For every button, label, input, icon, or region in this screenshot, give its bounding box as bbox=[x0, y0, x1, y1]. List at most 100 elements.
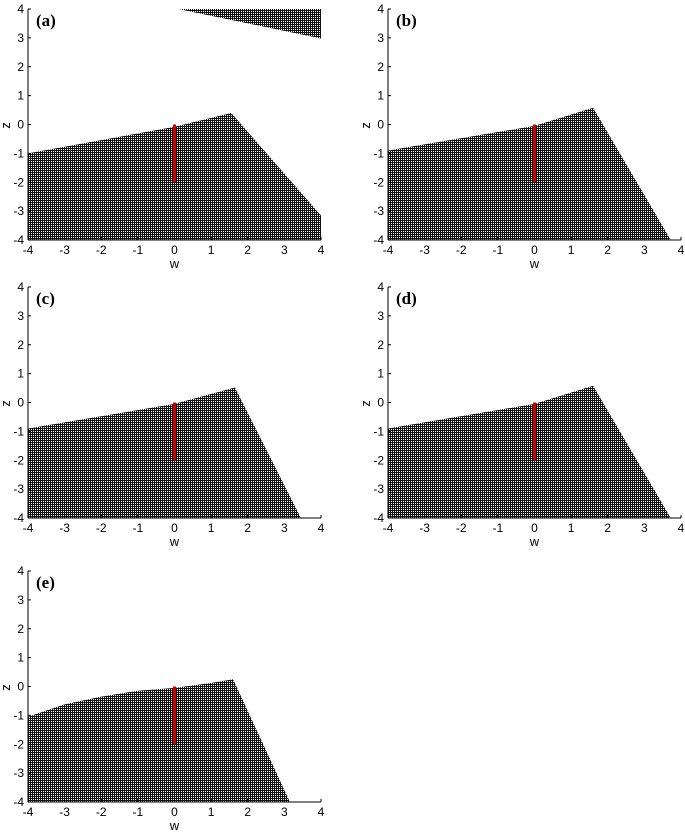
x-tick-label: 1 bbox=[568, 243, 575, 257]
y-tick-label: 2 bbox=[17, 622, 24, 636]
panel-label: (d) bbox=[396, 289, 417, 308]
x-tick-label: -1 bbox=[133, 243, 144, 257]
panel-1: -4 -3 -2 -1 0 1 2 3 4 -4 -3 -2 -1 0 1 2 3 4 w z (a) bbox=[0, 2, 325, 271]
x-tick-label: -4 bbox=[23, 521, 34, 535]
x-tick-label: 4 bbox=[318, 805, 325, 819]
y-tick-label: 4 bbox=[17, 280, 24, 294]
y-tick-label: -4 bbox=[13, 795, 24, 809]
x-tick-label: -1 bbox=[493, 521, 504, 535]
x-tick-label: 4 bbox=[318, 521, 325, 535]
y-tick-label: 3 bbox=[377, 309, 384, 323]
y-tick-label: 1 bbox=[17, 89, 24, 103]
y-tick-label: 1 bbox=[17, 651, 24, 665]
x-tick-label: -4 bbox=[23, 243, 34, 257]
panel-2: -4 -3 -2 -1 0 1 2 3 4 -4 -3 -2 -1 0 1 2 3 4 w z (b) bbox=[358, 2, 685, 271]
y-tick-label: -4 bbox=[13, 511, 24, 525]
panel-4: -4 -3 -2 -1 0 1 2 3 4 -4 -3 -2 -1 0 1 2 3 4 w z (d) bbox=[358, 280, 685, 549]
x-tick-label: -2 bbox=[456, 521, 467, 535]
x-tick-label: 1 bbox=[208, 805, 215, 819]
y-tick-label: 0 bbox=[377, 118, 384, 132]
y-tick-label: -1 bbox=[13, 708, 24, 722]
x-tick-label: 4 bbox=[318, 243, 325, 257]
x-tick-label: -2 bbox=[96, 805, 107, 819]
y-tick-label: -4 bbox=[373, 233, 384, 247]
y-tick-label: -1 bbox=[13, 146, 24, 160]
x-tick-label: 4 bbox=[678, 243, 685, 257]
x-tick-label: 0 bbox=[531, 521, 538, 535]
x-tick-label: 2 bbox=[244, 521, 251, 535]
x-tick-label: 4 bbox=[678, 521, 685, 535]
y-tick-label: 1 bbox=[377, 89, 384, 103]
x-tick-label: -2 bbox=[96, 521, 107, 535]
x-axis-label: w bbox=[169, 534, 180, 549]
y-tick-label: 4 bbox=[377, 280, 384, 294]
x-tick-label: -3 bbox=[59, 521, 70, 535]
y-tick-label: 3 bbox=[377, 31, 384, 45]
x-tick-label: -1 bbox=[133, 805, 144, 819]
x-tick-label: 1 bbox=[208, 521, 215, 535]
x-tick-label: 3 bbox=[281, 521, 288, 535]
x-tick-label: 0 bbox=[171, 243, 178, 257]
y-tick-label: 3 bbox=[17, 31, 24, 45]
x-tick-label: 3 bbox=[281, 243, 288, 257]
y-tick-label: -3 bbox=[13, 766, 24, 780]
feasible-region-1 bbox=[28, 387, 301, 518]
y-tick-label: 0 bbox=[17, 680, 24, 694]
y-tick-label: 0 bbox=[17, 118, 24, 132]
panel-label: (e) bbox=[36, 573, 55, 592]
x-tick-label: -1 bbox=[493, 243, 504, 257]
y-tick-label: -3 bbox=[373, 204, 384, 218]
y-axis-label: z bbox=[358, 122, 373, 129]
x-tick-label: 0 bbox=[171, 521, 178, 535]
x-tick-label: 1 bbox=[568, 521, 575, 535]
y-tick-label: 4 bbox=[17, 564, 24, 578]
x-tick-label: -3 bbox=[419, 521, 430, 535]
x-axis-label: w bbox=[529, 256, 540, 271]
x-axis-label: w bbox=[169, 256, 180, 271]
x-tick-label: -4 bbox=[23, 805, 34, 819]
y-tick-label: -2 bbox=[373, 175, 384, 189]
x-tick-label: 1 bbox=[208, 243, 215, 257]
feasible-region-1 bbox=[388, 385, 671, 518]
x-tick-label: -1 bbox=[133, 521, 144, 535]
panel-label: (a) bbox=[36, 11, 56, 30]
y-tick-label: 3 bbox=[17, 593, 24, 607]
x-tick-label: 2 bbox=[604, 521, 611, 535]
x-tick-label: -3 bbox=[59, 805, 70, 819]
y-tick-label: 0 bbox=[377, 396, 384, 410]
y-tick-label: -1 bbox=[373, 146, 384, 160]
y-tick-label: 1 bbox=[17, 367, 24, 381]
y-axis-label: z bbox=[358, 400, 373, 407]
y-tick-label: 2 bbox=[377, 338, 384, 352]
y-tick-label: 2 bbox=[377, 60, 384, 74]
x-tick-label: -3 bbox=[59, 243, 70, 257]
panel-3: -4 -3 -2 -1 0 1 2 3 4 -4 -3 -2 -1 0 1 2 3 4 w z (c) bbox=[0, 280, 325, 549]
y-tick-label: 0 bbox=[17, 396, 24, 410]
x-tick-label: 3 bbox=[641, 243, 648, 257]
y-tick-label: -2 bbox=[373, 453, 384, 467]
x-tick-label: 3 bbox=[641, 521, 648, 535]
y-tick-label: -1 bbox=[13, 424, 24, 438]
x-tick-label: -4 bbox=[383, 521, 394, 535]
y-tick-label: 3 bbox=[17, 309, 24, 323]
x-tick-label: 0 bbox=[531, 243, 538, 257]
y-tick-label: -3 bbox=[373, 482, 384, 496]
y-tick-label: 2 bbox=[17, 60, 24, 74]
x-axis-label: w bbox=[169, 818, 180, 833]
y-tick-label: 1 bbox=[377, 367, 384, 381]
x-tick-label: 3 bbox=[281, 805, 288, 819]
y-tick-label: -4 bbox=[13, 233, 24, 247]
y-tick-label: 4 bbox=[377, 2, 384, 16]
x-tick-label: 2 bbox=[244, 805, 251, 819]
panel-label: (c) bbox=[36, 289, 55, 308]
x-tick-label: -2 bbox=[456, 243, 467, 257]
y-tick-label: 4 bbox=[17, 2, 24, 16]
x-tick-label: -2 bbox=[96, 243, 107, 257]
x-tick-label: 0 bbox=[171, 805, 178, 819]
x-axis-label: w bbox=[529, 534, 540, 549]
x-tick-label: -3 bbox=[419, 243, 430, 257]
y-tick-label: -3 bbox=[13, 482, 24, 496]
feasible-region-1 bbox=[388, 107, 671, 240]
y-tick-label: -1 bbox=[373, 424, 384, 438]
y-tick-label: -2 bbox=[13, 175, 24, 189]
